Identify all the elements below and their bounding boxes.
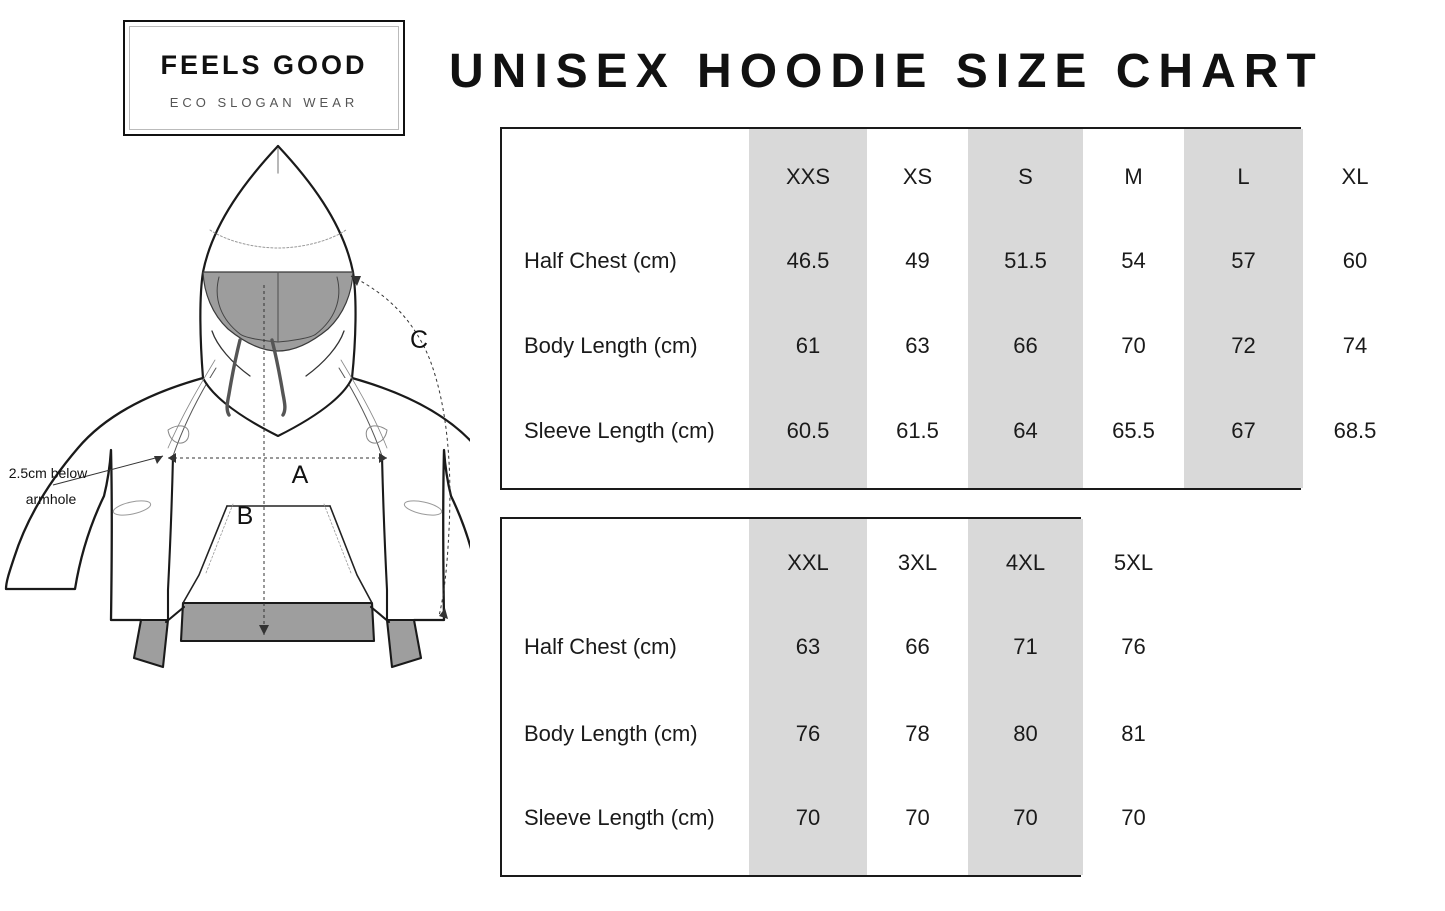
svg-text:A: A — [292, 461, 309, 489]
svg-text:B: B — [237, 502, 254, 530]
svg-text:2.5cm below: 2.5cm below — [9, 465, 88, 481]
svg-text:armhole: armhole — [26, 491, 77, 507]
svg-text:C: C — [410, 326, 428, 354]
